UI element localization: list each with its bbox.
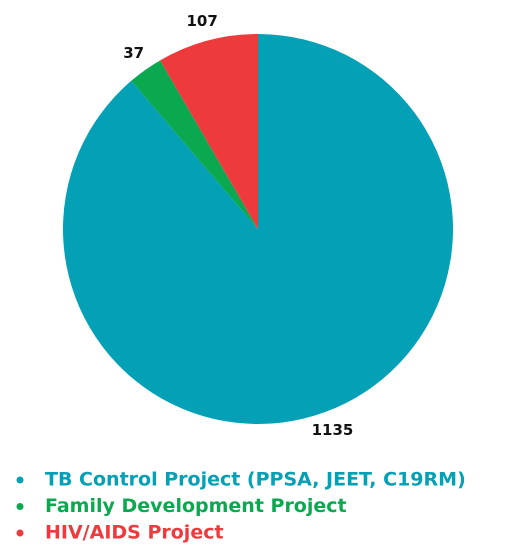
legend-label: TB Control Project (PPSA, JEET, C19RM) [45, 469, 466, 491]
legend-marker [16, 529, 24, 537]
pie-slice [160, 34, 258, 229]
data-label: 37 [123, 44, 144, 62]
data-label: 107 [186, 12, 217, 30]
legend-label: Family Development Project [45, 495, 347, 517]
legend-marker [16, 476, 24, 484]
pie-slice [131, 60, 258, 229]
legend-marker [16, 503, 24, 510]
data-label: 1135 [312, 421, 354, 439]
legend-label: HIV/AIDS Project [45, 522, 224, 544]
